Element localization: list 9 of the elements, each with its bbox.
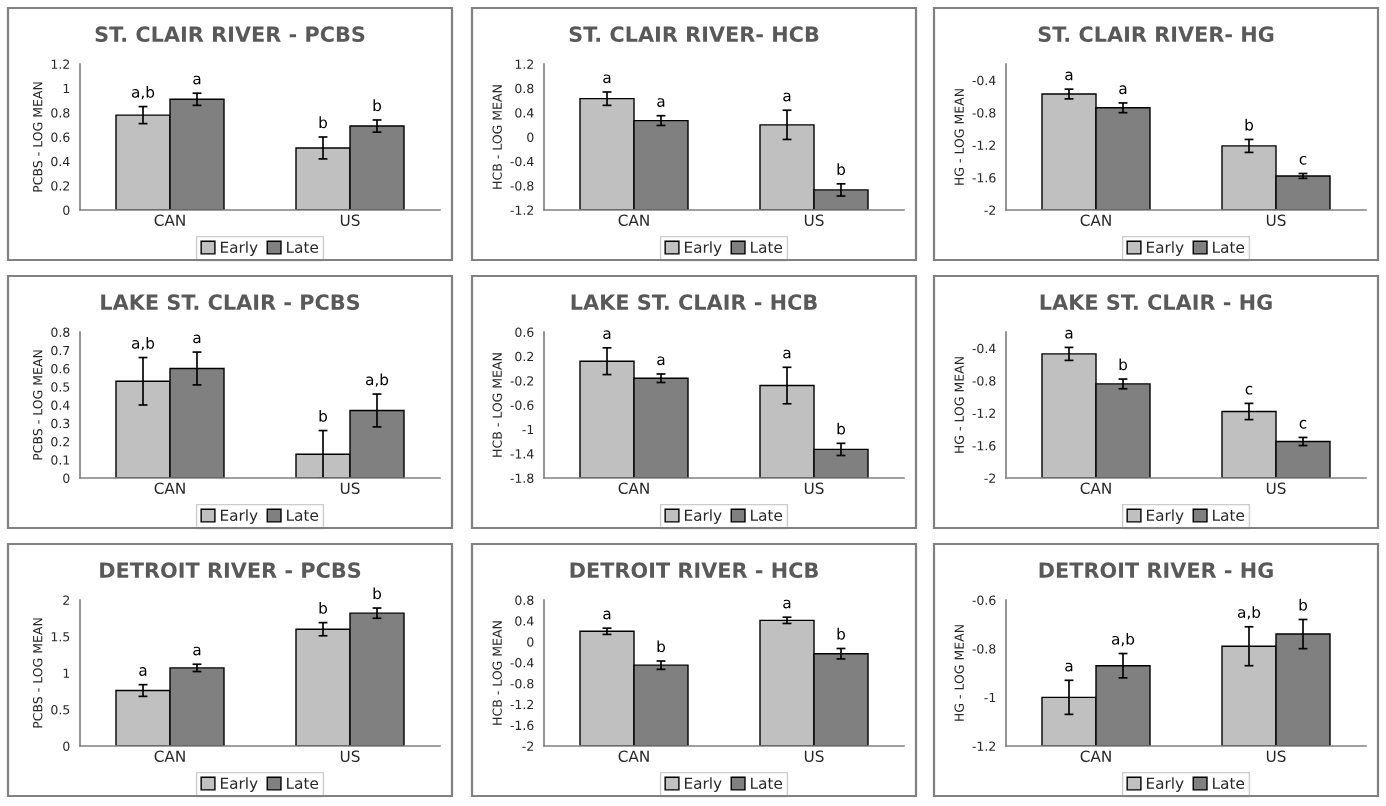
chart-title: ST. CLAIR RIVER - PCBS (95, 26, 365, 43)
chart-title: LAKE ST. CLAIR - HG (1040, 294, 1272, 311)
chart-title: ST. CLAIR RIVER- HCB (569, 26, 819, 43)
chart-title: LAKE ST. CLAIR - HCB (571, 294, 817, 311)
chart-title: DETROIT RIVER - PCBS (100, 562, 361, 579)
chart-title: DETROIT RIVER - HCB (570, 562, 818, 579)
chart-title: DETROIT RIVER - HG (1039, 562, 1273, 579)
chart-title: ST. CLAIR RIVER- HG (1038, 26, 1274, 43)
chart-title: LAKE ST. CLAIR - PCBS (101, 294, 360, 311)
